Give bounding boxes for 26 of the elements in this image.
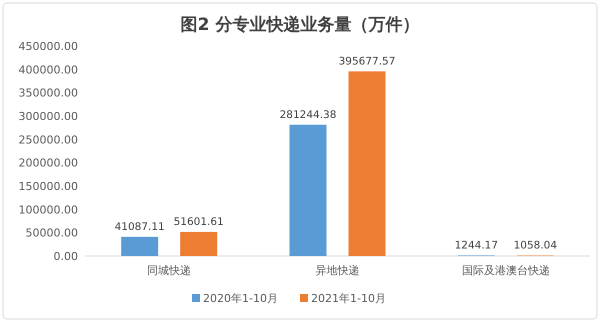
y-tick-label: 450000.00 [18,40,78,53]
y-tick-label: 100000.00 [18,203,78,216]
y-tick-label: 150000.00 [18,180,78,193]
data-label: 51601.61 [174,216,224,228]
x-tick-label: 同城快递 [147,264,192,277]
x-tick-label: 异地快递 [316,264,360,277]
y-tick-label: 400000.00 [18,63,78,76]
data-label: 281244.38 [280,108,336,121]
legend-label: 2020年1-10月 [203,292,278,305]
bar [348,71,386,256]
y-tick-label: 0.00 [54,250,78,263]
legend-label: 2021年1-10月 [311,292,386,305]
y-tick-label: 200000.00 [18,156,78,170]
y-tick-label: 350000.00 [18,86,78,100]
bar [180,232,218,256]
bar [121,236,158,256]
data-label: 1058.04 [514,240,558,252]
y-tick-label: 50000.00 [26,226,78,240]
x-tick-label: 国际及港澳台快递 [462,264,550,277]
chart-title: 图2 分专业快递业务量（万件） [180,15,420,35]
data-label: 41087.11 [114,220,165,233]
data-label: 395677.57 [338,55,396,68]
y-tick-label: 250000.00 [18,133,78,146]
bar [290,124,326,256]
data-label: 1244.17 [454,239,498,252]
y-tick-label: 300000.00 [18,110,78,123]
